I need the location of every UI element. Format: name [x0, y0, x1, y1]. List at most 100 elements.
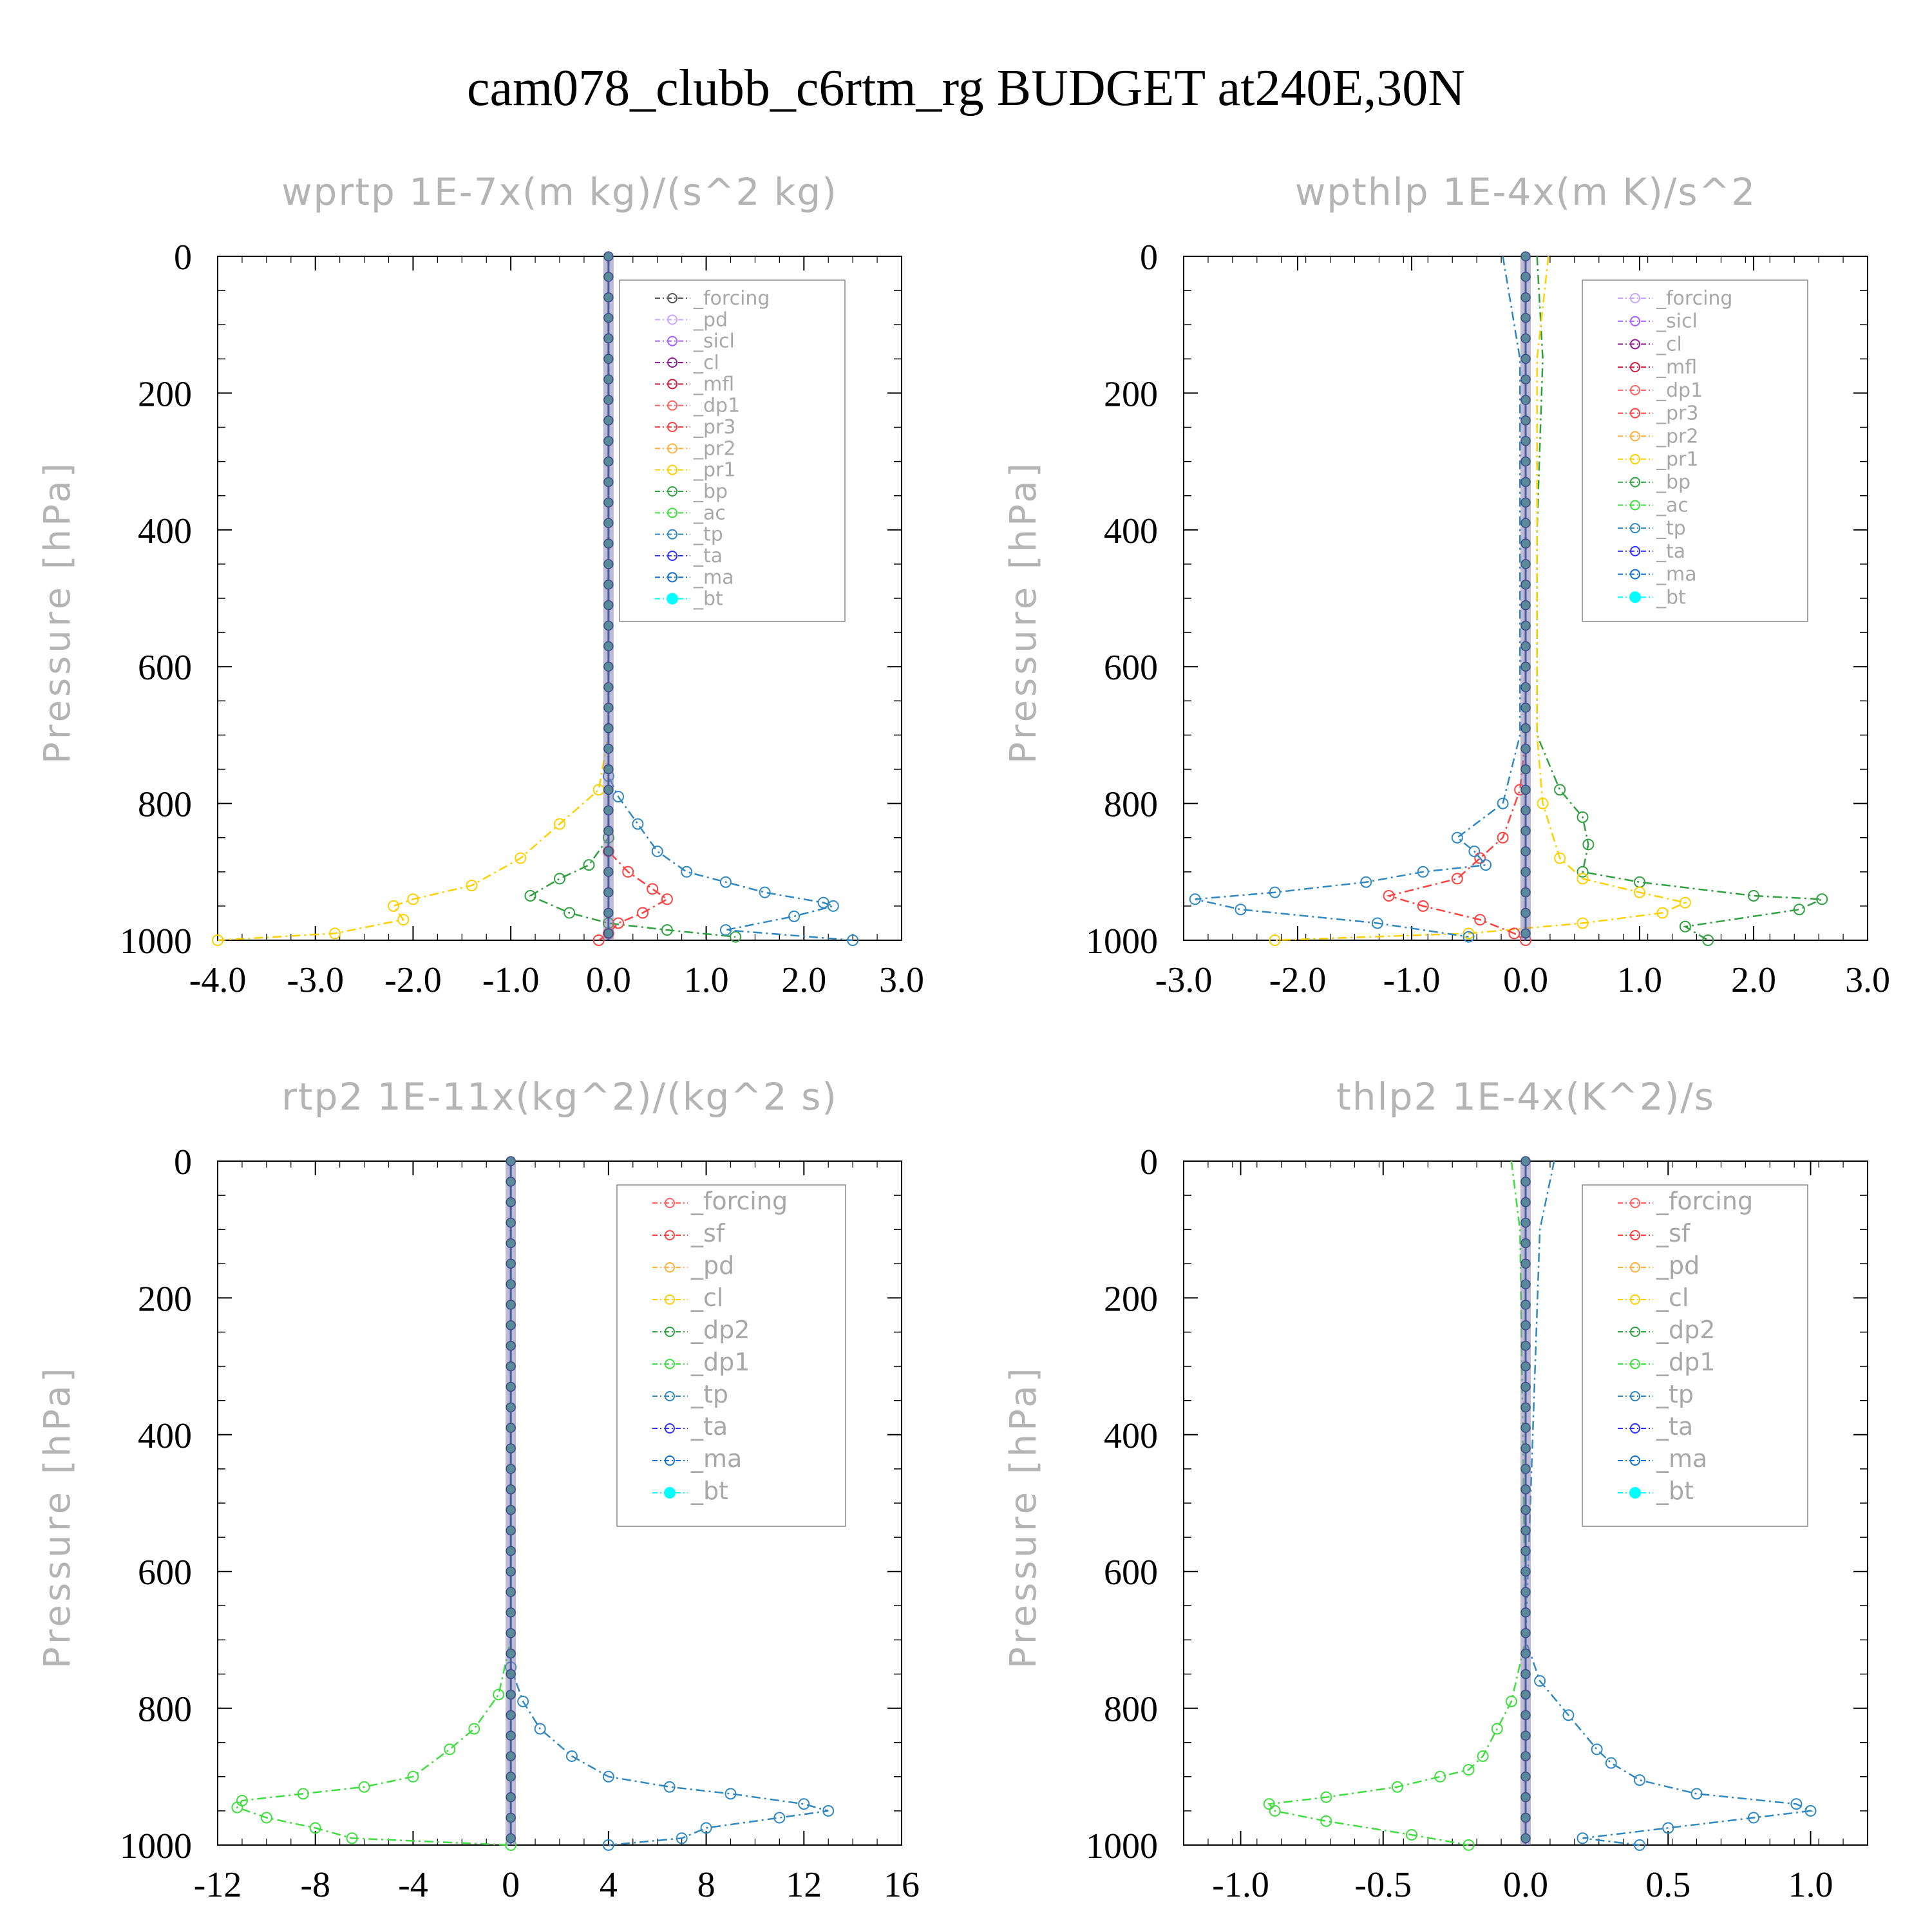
x-tick-label: 2.0 — [1731, 960, 1776, 1000]
series-marker — [1360, 876, 1372, 888]
series-marker — [759, 886, 771, 898]
series-marker-bt — [506, 1258, 516, 1269]
y-tick-label: 400 — [1104, 511, 1158, 551]
series-marker-bt — [1520, 477, 1531, 488]
legend-label: _cl — [693, 352, 719, 374]
legend-label: _mfl — [693, 373, 734, 395]
series-marker-bt — [1520, 1833, 1531, 1844]
series-marker — [1577, 873, 1589, 885]
series-marker — [730, 931, 742, 943]
legend-label: _dp1 — [1656, 379, 1703, 402]
series-marker — [1690, 1788, 1703, 1800]
panel-title: thlp2 1E-4x(K^2)/s — [1336, 1075, 1715, 1119]
series-marker-bt — [506, 1833, 516, 1844]
legend-label: _bt — [1656, 586, 1686, 609]
y-axis-label: Pressure [hPa] — [1003, 1365, 1045, 1669]
series-marker-bt — [603, 456, 614, 467]
series-marker — [827, 900, 839, 912]
x-tick-label: 16 — [884, 1865, 920, 1905]
series-marker — [1554, 784, 1566, 796]
x-tick-label: 0.0 — [1503, 1865, 1548, 1905]
series-marker — [1505, 1695, 1517, 1707]
series-marker-bt — [1520, 1607, 1531, 1618]
series-marker-bt — [603, 272, 614, 282]
legend-marker — [665, 1294, 675, 1305]
legend-box — [1582, 1184, 1808, 1527]
series-marker — [397, 914, 410, 926]
legend-label: _bp — [693, 480, 728, 503]
series-marker-bt — [1520, 1751, 1531, 1761]
series-marker — [468, 1723, 480, 1735]
series-marker-bt — [506, 1484, 516, 1495]
series-marker-bt — [506, 1279, 516, 1289]
series-marker — [724, 1788, 737, 1800]
x-tick-label: -4.0 — [189, 960, 247, 1000]
series-marker-bt — [506, 1300, 516, 1310]
series-marker-bt — [603, 333, 614, 344]
series-marker-bt — [506, 1751, 516, 1761]
legend-label: _dp1 — [1656, 1348, 1715, 1376]
series-marker — [1263, 1798, 1275, 1810]
x-tick-label: -8 — [300, 1865, 330, 1905]
series-marker-bt — [1520, 1772, 1531, 1782]
series-marker-bt — [1520, 1258, 1531, 1269]
legend-marker — [1630, 1262, 1640, 1273]
series-marker-bt — [1520, 1710, 1531, 1720]
y-tick-label: 800 — [138, 785, 192, 825]
legend-label: _ma — [693, 566, 734, 589]
series-marker-bt — [506, 1464, 516, 1474]
series-line-pr1 — [217, 256, 610, 942]
y-tick-label: 200 — [138, 374, 192, 414]
legend-label: _pr1 — [693, 459, 735, 482]
series-marker-bt — [1520, 1730, 1531, 1741]
legend-marker — [1630, 1391, 1640, 1401]
series-marker — [1790, 1798, 1803, 1810]
series-marker-bt — [1520, 292, 1531, 303]
series-marker-bt — [603, 251, 614, 261]
series-marker — [554, 818, 565, 830]
series-marker-bt — [1520, 620, 1531, 631]
x-tick-label: 1.0 — [1617, 960, 1662, 1000]
legend-marker — [667, 357, 677, 368]
y-tick-label: 400 — [1104, 1416, 1158, 1456]
legend-marker — [665, 1391, 675, 1401]
series-marker-bt — [603, 538, 614, 549]
series-marker-bt — [603, 826, 614, 836]
series-marker — [260, 1812, 272, 1824]
legend-marker — [1630, 384, 1640, 395]
legend-marker — [1630, 477, 1640, 488]
y-tick-label: 0 — [174, 238, 192, 278]
series-marker-bt — [603, 805, 614, 815]
series-marker — [1463, 1764, 1475, 1776]
series-line-tp — [1195, 256, 1521, 938]
series-marker — [651, 845, 663, 857]
series-marker — [1189, 893, 1201, 905]
legend-marker — [1630, 339, 1640, 350]
legend-label: _pr2 — [1656, 425, 1698, 448]
legend-marker — [665, 1198, 675, 1208]
series-marker-bt — [506, 1607, 516, 1618]
series-marker-bt — [1520, 1279, 1531, 1289]
series-line-pr1 — [1274, 256, 1688, 942]
chart-panel-2: wpthlp 1E-4x(m K)/s^2 Pressure [hPa] 0 200 4… — [1003, 170, 1890, 1000]
legend-marker — [1630, 1294, 1640, 1305]
series-marker — [534, 1723, 546, 1735]
series-marker-bt — [603, 867, 614, 877]
series-marker — [1748, 889, 1759, 902]
legend-marker — [1630, 293, 1640, 303]
series-marker — [564, 907, 576, 919]
legend-marker — [1630, 431, 1640, 442]
x-tick-label: 1.0 — [1788, 1865, 1833, 1905]
legend-label: _ta — [1656, 1412, 1693, 1441]
series-marker — [1554, 852, 1566, 864]
series-marker — [798, 1798, 810, 1810]
series-marker-bt — [1520, 333, 1531, 344]
x-tick-label: 8 — [697, 1865, 715, 1905]
legend-marker — [1630, 569, 1640, 580]
series-marker-bt — [506, 1587, 516, 1597]
series-marker — [1804, 1804, 1817, 1817]
y-tick-label: 600 — [1104, 1553, 1158, 1593]
y-tick-label: 400 — [138, 511, 192, 551]
series-line-bp — [528, 256, 736, 938]
series-line-tp — [509, 1161, 829, 1846]
